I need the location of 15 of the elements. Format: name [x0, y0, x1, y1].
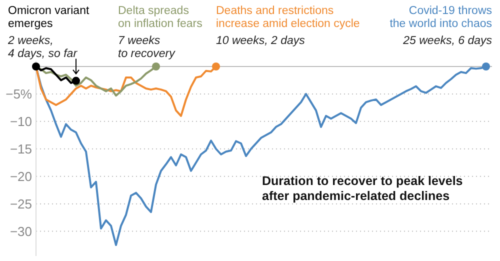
text: 7 weeks to recovery [118, 35, 176, 60]
text: Duration to recover to peak levels after pandemic-related declines [262, 174, 463, 203]
y-tick-label: −30 [10, 224, 32, 239]
text: Covid-19 throws the world into chaos [390, 5, 492, 30]
text: Omicron variant emerges [8, 5, 90, 30]
text: Deaths and restrictions increase amid election cycle [216, 5, 360, 30]
y-tick-label: −10 [10, 114, 32, 129]
y-tick-label: −25 [10, 196, 32, 212]
text: 25 weeks, 6 days [402, 35, 492, 47]
y-tick-label: −20 [10, 168, 32, 184]
text: 2 weeks, 4 days, so far [7, 35, 78, 60]
y-tick-label: −15 [10, 141, 32, 156]
text: 10 weeks, 2 days [216, 35, 306, 47]
y-tick-label: −5% [6, 86, 32, 102]
text: Delta spreads on inflation fears [118, 5, 203, 30]
